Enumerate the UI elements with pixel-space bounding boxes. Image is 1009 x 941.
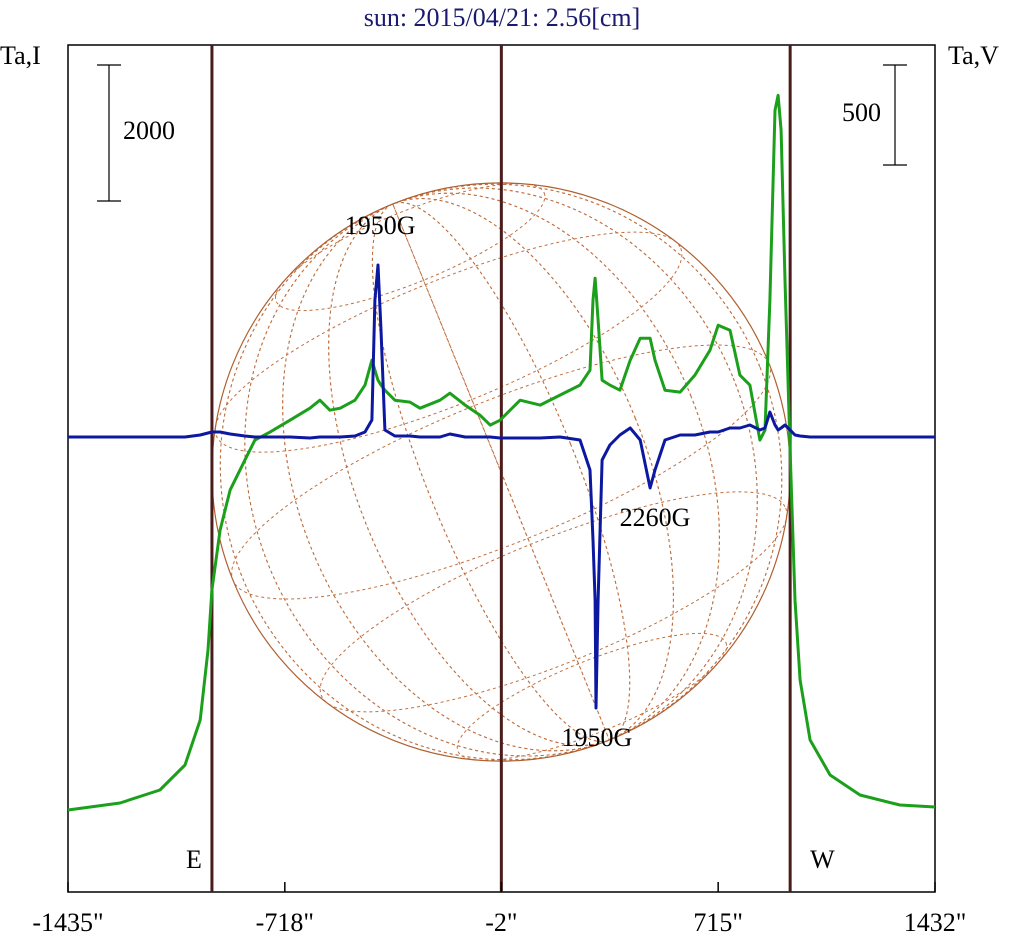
annotation: 1950G bbox=[345, 211, 416, 240]
meridian bbox=[371, 201, 631, 743]
x-tick-label: 1432" bbox=[904, 908, 967, 937]
scale-bar-label: 500 bbox=[842, 98, 881, 127]
limb-label: E bbox=[186, 845, 202, 874]
parallel bbox=[274, 183, 546, 312]
parallel bbox=[214, 231, 683, 453]
series-line bbox=[67, 93, 936, 812]
limb-label: W bbox=[810, 845, 835, 874]
x-tick-label: -2" bbox=[485, 908, 517, 937]
y-axis-label: Ta,I bbox=[0, 41, 41, 70]
x-tick-label: -718" bbox=[256, 908, 314, 937]
annotation: 2260G bbox=[620, 503, 691, 532]
annotation: 1950G bbox=[562, 723, 633, 752]
x-tick-label: -1435" bbox=[32, 908, 103, 937]
y2-axis-label: Ta,V bbox=[948, 41, 999, 70]
scale-bar-label: 2000 bbox=[123, 116, 175, 145]
x-tick-label: 715" bbox=[693, 908, 743, 937]
chart-title: sun: 2015/04/21: 2.56[cm] bbox=[364, 3, 641, 32]
series-line bbox=[68, 263, 935, 710]
parallel bbox=[319, 491, 788, 713]
parallel bbox=[456, 632, 728, 761]
